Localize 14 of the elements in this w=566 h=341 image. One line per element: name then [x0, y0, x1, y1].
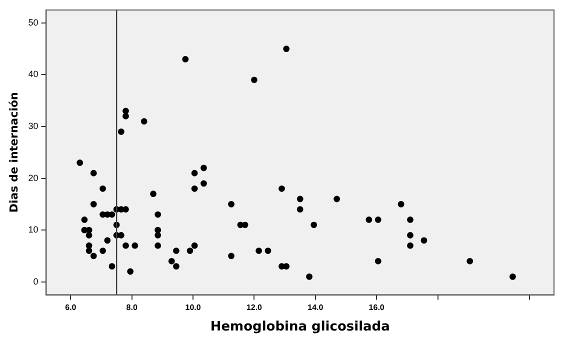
x-tick-label: 16.0	[368, 302, 385, 312]
y-tick-label: 40	[28, 69, 38, 80]
y-tick-label: 0	[33, 276, 38, 286]
y-tick-label: 50	[28, 17, 38, 28]
x-tick-label: 14.0	[308, 302, 324, 312]
x-tick-label: 6.0	[65, 302, 77, 312]
y-axis-title: Dias de internación	[7, 92, 20, 213]
y-tick-label: 20	[28, 172, 38, 183]
x-axis-title: Hemoglobina glicosilada	[210, 320, 390, 335]
x-tick-label: 8.0	[126, 302, 138, 312]
x-tick-label: 10.0	[185, 302, 202, 312]
y-tick-label: 30	[28, 120, 38, 131]
y-tick-label: 10	[28, 224, 38, 235]
x-tick-label: 12.0	[246, 302, 263, 312]
